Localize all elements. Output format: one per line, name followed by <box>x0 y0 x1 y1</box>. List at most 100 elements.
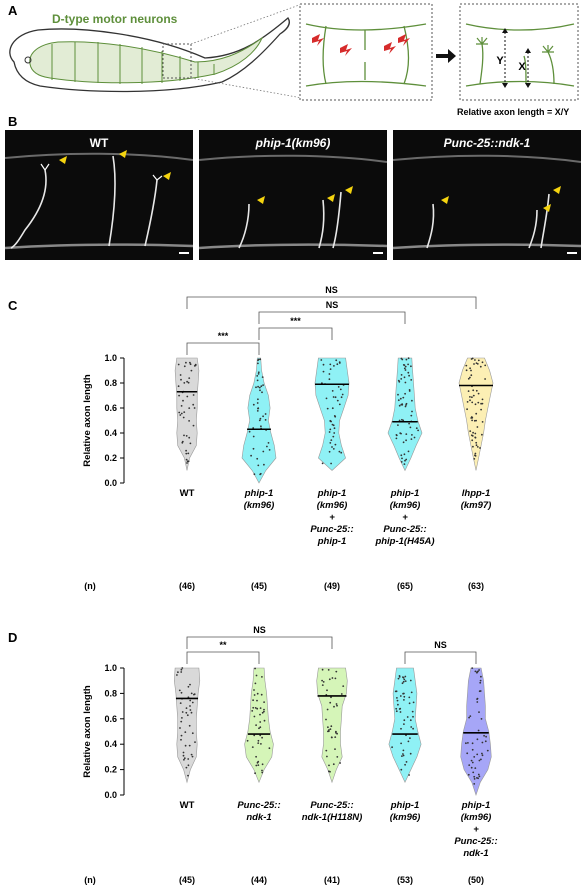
data-point <box>190 692 193 695</box>
data-point <box>263 719 266 722</box>
data-point <box>331 446 333 448</box>
data-point <box>479 681 482 684</box>
data-point <box>327 669 330 671</box>
data-point <box>400 378 403 380</box>
data-point <box>322 370 325 373</box>
data-point <box>253 734 256 737</box>
n-label: (n) <box>84 581 96 591</box>
data-point <box>473 363 475 365</box>
data-point <box>177 363 180 366</box>
data-point <box>400 742 402 745</box>
significance-bracket <box>186 636 333 649</box>
data-point <box>192 424 195 427</box>
data-point <box>246 739 249 742</box>
data-point <box>254 707 257 709</box>
data-point <box>472 394 475 397</box>
data-point <box>470 374 473 377</box>
data-point <box>252 403 255 406</box>
significance-bracket <box>186 296 477 309</box>
data-point <box>260 743 262 745</box>
category-label: Punc-25:: <box>454 836 497 847</box>
data-point <box>328 373 331 375</box>
data-point <box>256 410 259 412</box>
data-point <box>335 359 338 362</box>
data-point <box>480 758 482 761</box>
data-point <box>397 424 399 426</box>
data-point <box>337 386 340 388</box>
data-point <box>180 720 183 723</box>
data-point <box>397 393 399 396</box>
data-point <box>475 441 478 444</box>
data-point <box>395 434 398 436</box>
data-point <box>401 755 403 757</box>
data-point <box>262 415 264 418</box>
data-point <box>481 752 483 755</box>
data-point <box>256 375 259 377</box>
data-point <box>410 365 412 368</box>
data-point <box>339 388 342 391</box>
data-point <box>184 744 187 747</box>
violin-body <box>174 357 200 471</box>
category-label: WT <box>180 800 195 811</box>
data-point <box>193 693 195 696</box>
data-point <box>403 719 406 722</box>
data-point <box>398 675 401 677</box>
y-tick-label: 0.2 <box>104 453 117 463</box>
data-point <box>475 444 478 447</box>
category-label: (km96) <box>244 500 275 511</box>
data-point <box>248 430 251 433</box>
data-point <box>261 376 264 378</box>
data-point <box>321 462 324 465</box>
data-point <box>400 374 403 376</box>
data-point <box>334 748 336 750</box>
panel-a-letter: A <box>8 3 18 18</box>
data-point <box>334 736 337 738</box>
data-point <box>194 741 196 743</box>
data-point <box>338 450 341 453</box>
data-point <box>469 367 471 370</box>
y-tick-label: 0.0 <box>104 790 117 800</box>
data-point <box>407 740 410 743</box>
data-point <box>186 714 189 717</box>
data-point <box>178 394 181 397</box>
data-point <box>257 385 259 388</box>
n-value: (53) <box>397 875 413 885</box>
data-point <box>187 758 190 760</box>
axon-length-caption: Relative axon length = X/Y <box>457 107 570 117</box>
data-point <box>182 751 185 754</box>
violin-body <box>316 667 348 784</box>
violin-body <box>387 357 423 472</box>
x-label: X <box>518 61 526 73</box>
data-point <box>194 363 197 366</box>
micrograph-label-punc25: Punc-25::ndk-1 <box>443 136 531 150</box>
significance-label: ** <box>219 640 227 650</box>
micrograph-wt: WT <box>5 130 193 260</box>
data-point <box>476 446 479 448</box>
data-point <box>334 396 337 399</box>
n-value: (65) <box>397 581 413 591</box>
category-label: (km96) <box>390 812 421 823</box>
data-point <box>413 436 416 439</box>
data-point <box>181 667 184 669</box>
data-point <box>256 692 259 695</box>
data-point <box>403 723 405 725</box>
violin-body <box>314 357 350 471</box>
category-label: Punc-25:: <box>310 524 353 535</box>
data-point <box>192 403 195 406</box>
data-point <box>336 363 339 366</box>
data-point <box>412 727 414 730</box>
data-point <box>176 674 178 676</box>
data-point <box>184 731 187 733</box>
data-point <box>329 363 332 366</box>
category-label: ndk-1(H118N) <box>302 812 363 823</box>
data-point <box>338 362 341 364</box>
data-point <box>258 386 261 389</box>
data-point <box>188 420 191 422</box>
data-point <box>340 396 343 399</box>
data-point <box>479 679 482 682</box>
micrograph-label-wt: WT <box>89 136 109 150</box>
category-label: (km96) <box>317 500 348 511</box>
data-point <box>328 678 331 681</box>
data-point <box>268 747 271 750</box>
data-point <box>473 783 476 785</box>
